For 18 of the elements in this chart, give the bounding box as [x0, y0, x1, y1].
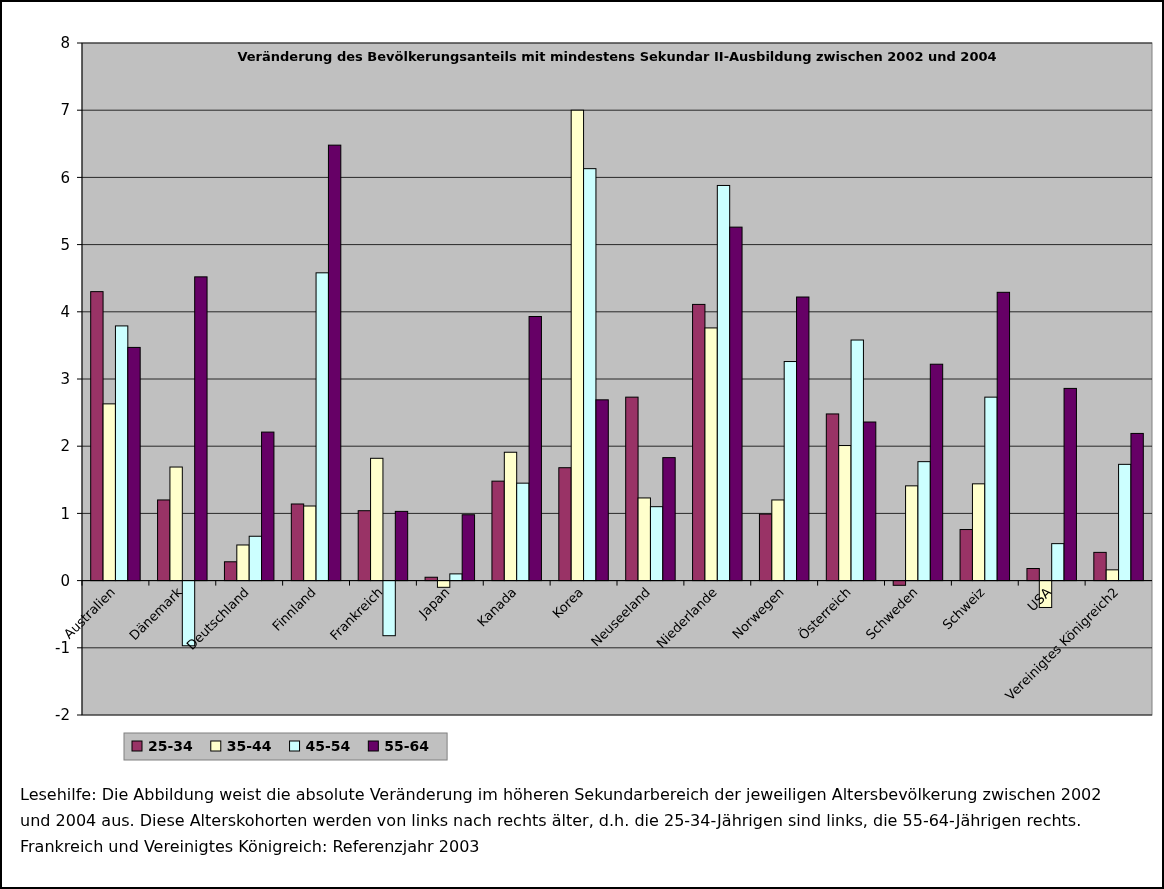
y-tick-label: 5 — [60, 235, 70, 254]
legend-label: 55-64 — [384, 737, 430, 754]
y-tick-label: 3 — [60, 370, 70, 389]
y-tick-label: 7 — [60, 101, 70, 120]
x-tick-label: USA — [1024, 584, 1055, 615]
legend-label: 45-54 — [305, 737, 351, 754]
text: Veränderung des Bevölkerungsanteils mit mindestens Sekundar II-Ausbildung zwischen 2002 und 2004 — [237, 49, 997, 64]
y-tick-label: 0 — [60, 571, 70, 590]
text: Lesehilfe: Die Abbildung weist die absolute Veränderung im höheren Sekundarbereich der jeweiligen Altersbevölkerung zwischen 2002 und 2004 aus. Diese Alterskohorten werden von links nach rechts älter, d.h. die 25-34-Jährigen sind links, die 55-64-Jährigen rechts. Frankreich und Vereinigtes Königreich: Referenzjahr 2003 — [20, 785, 1102, 856]
legend-label: 35-44 — [226, 737, 272, 754]
legend-label: 25-34 — [148, 737, 194, 754]
y-tick-label: -1 — [55, 639, 70, 658]
y-tick-label: 2 — [60, 437, 70, 456]
y-tick-label: 4 — [60, 303, 70, 322]
y-tick-label: 8 — [60, 34, 70, 53]
y-tick-label: -2 — [55, 706, 70, 725]
y-tick-label: 6 — [60, 168, 70, 187]
y-tick-label: 1 — [60, 504, 70, 523]
